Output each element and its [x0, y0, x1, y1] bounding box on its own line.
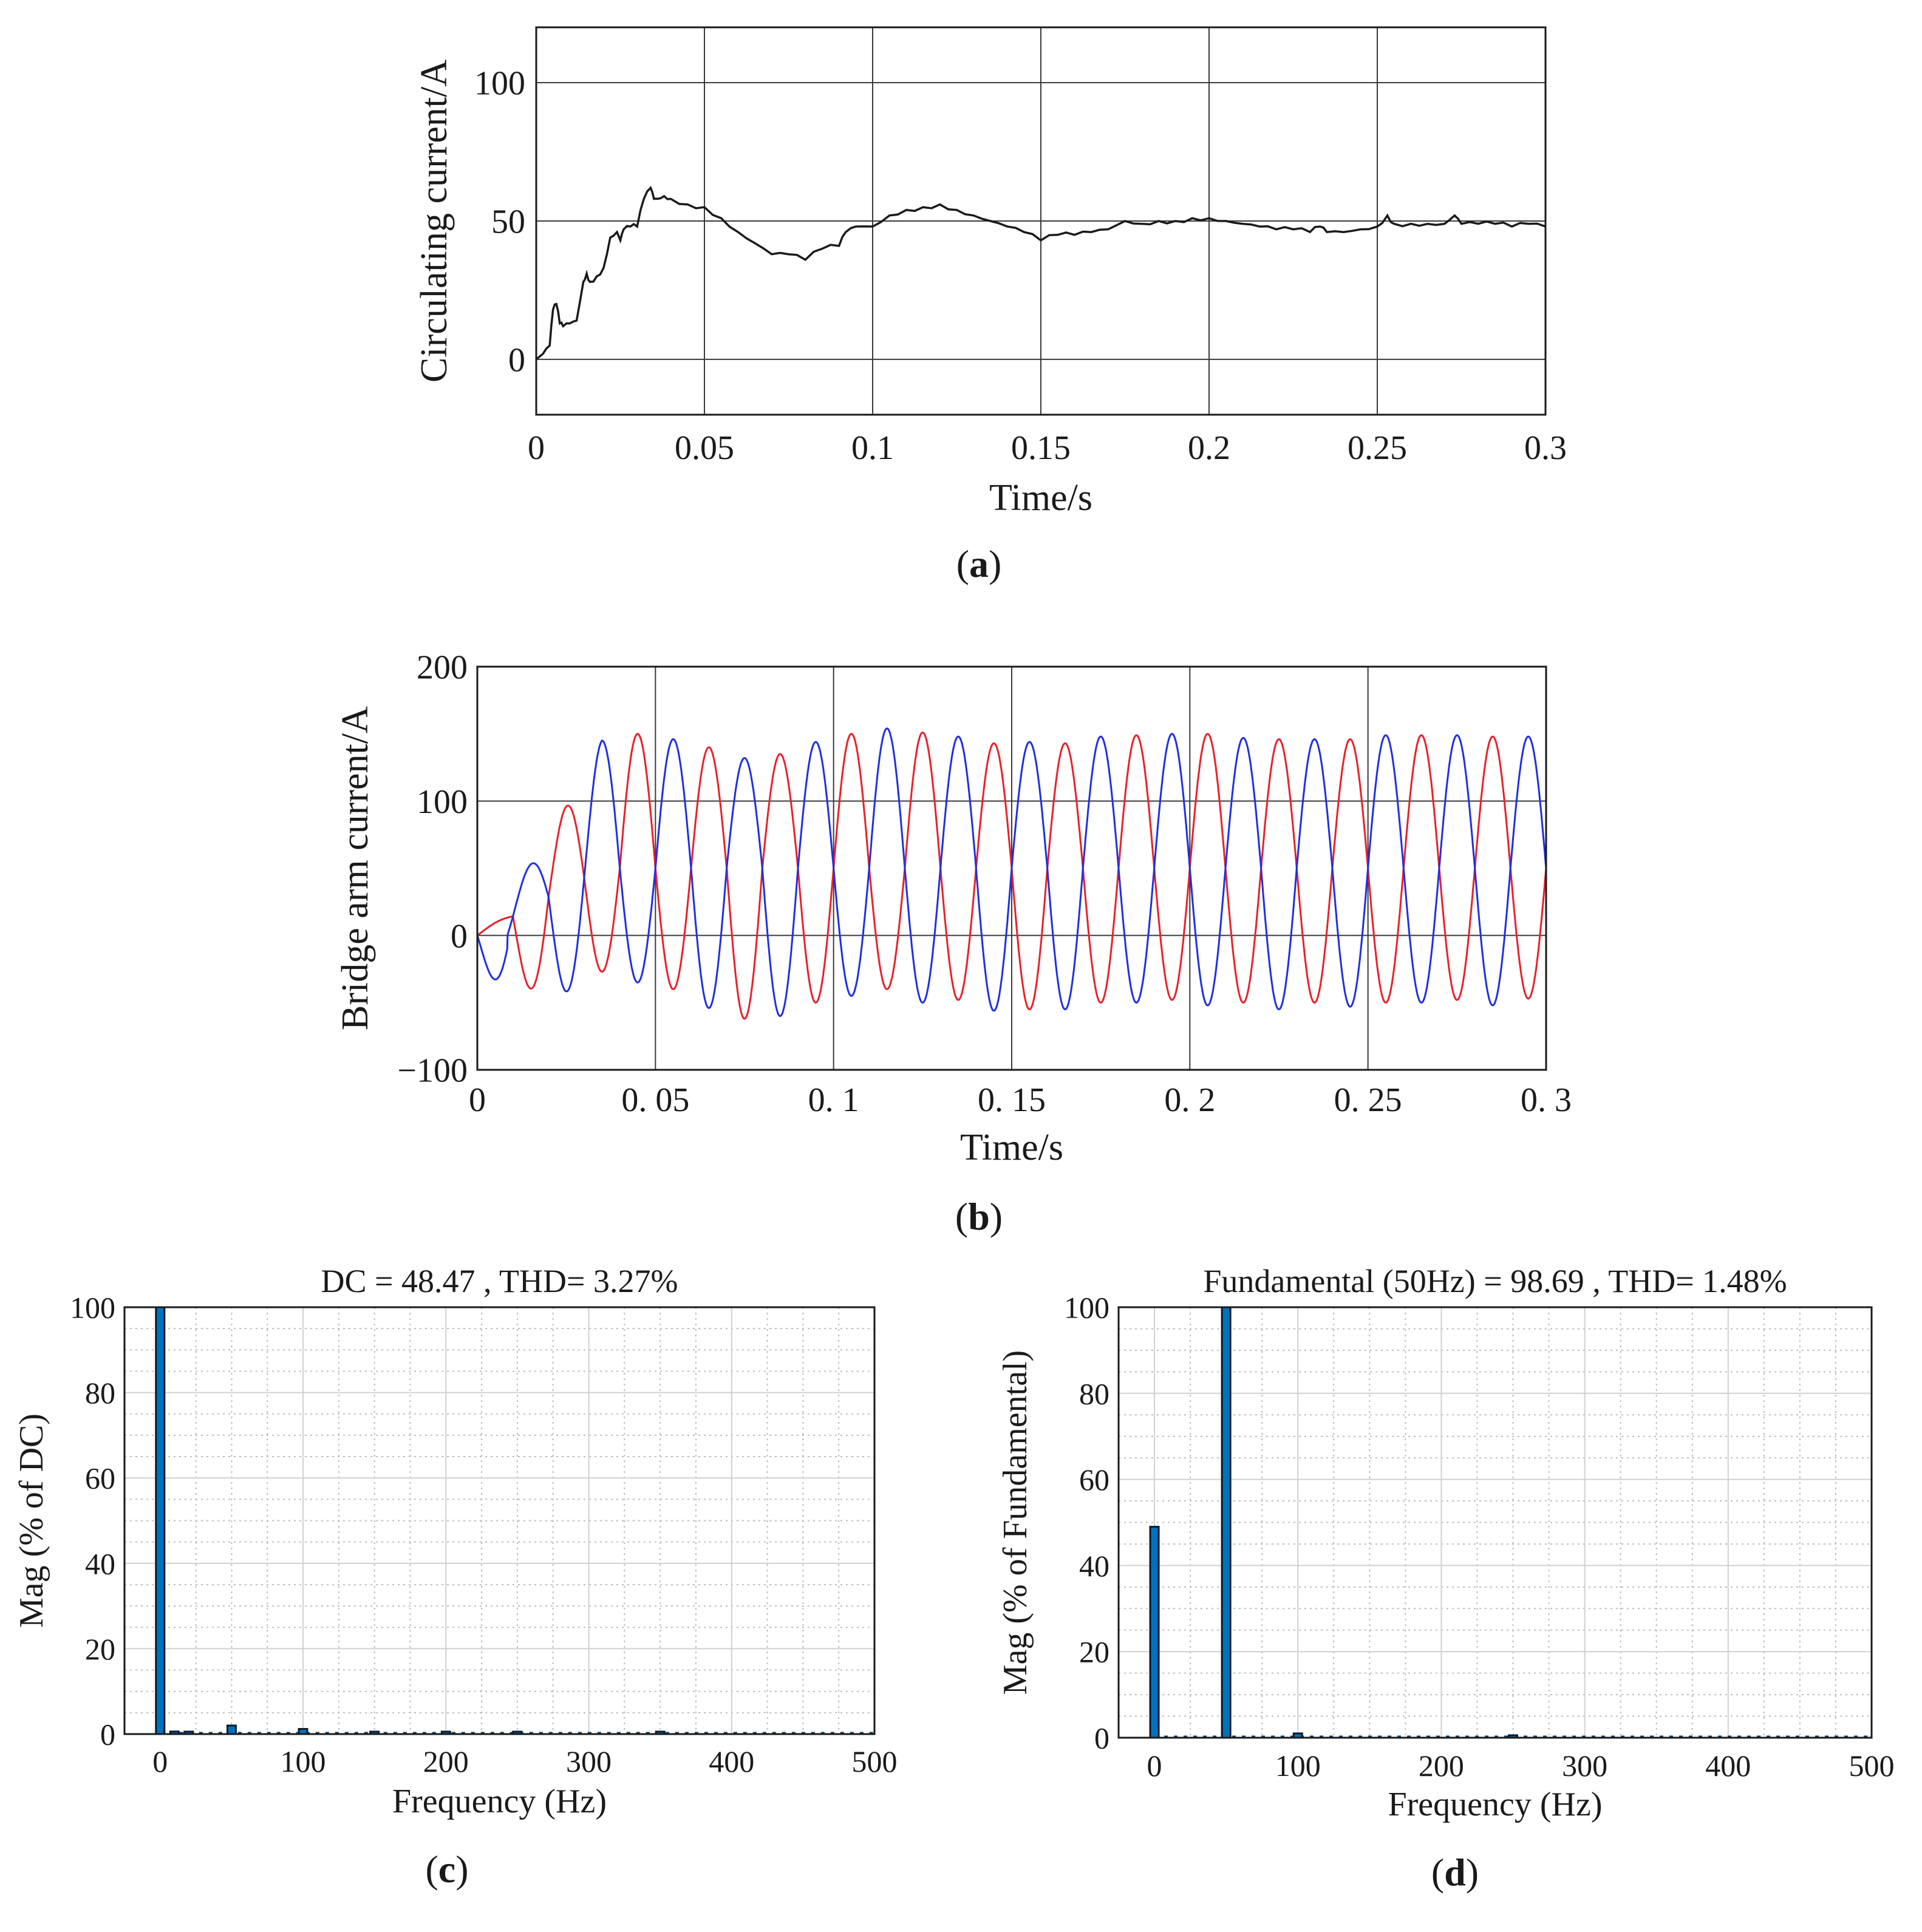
x-axis-label: Time/s	[960, 1127, 1063, 1168]
panel-c: 0 100 200 300 400 500 0 20 40 60 80 100 Frequency (H…	[13, 1263, 898, 1891]
y-tick-label: 80	[85, 1376, 115, 1410]
y-tick-label: 40	[85, 1546, 115, 1580]
caption-paren-open: (	[425, 1848, 438, 1891]
y-tick-label: 0	[451, 917, 468, 955]
y-tick-label: 0	[100, 1718, 115, 1752]
caption-paren-open: (	[956, 542, 969, 585]
x-tick-label: 0. 1	[808, 1081, 859, 1119]
y-tick-label: 80	[1079, 1376, 1109, 1410]
x-axis-label: Frequency (Hz)	[392, 1783, 607, 1820]
y-tick-label: 100	[1064, 1291, 1109, 1325]
chart-title: DC = 48.47 , THD= 3.27%	[321, 1263, 678, 1299]
panel-b: 0 0. 05 0. 1 0. 15 0. 2 0. 25 0. 3−1000100200T…	[335, 649, 1572, 1238]
x-tick-label: 0.05	[675, 429, 734, 467]
chart-title: Fundamental (50Hz) = 98.69 , THD= 1.48%	[1203, 1263, 1787, 1299]
panel-d: 0 100 200 300 400 500 0 20 40 60 80 100 Frequency (H…	[997, 1263, 1895, 1894]
x-tick-label: 0	[152, 1744, 168, 1778]
y-tick-label: 100	[70, 1291, 115, 1325]
y-tick-label: 40	[1079, 1549, 1109, 1583]
series-line-circulating-current	[536, 186, 1545, 361]
panel-caption: (c)	[425, 1848, 468, 1891]
plot-frame	[476, 665, 1547, 1071]
x-tick-label: 0. 05	[621, 1081, 689, 1119]
x-tick-label: 400	[709, 1744, 754, 1778]
x-tick-label: 0. 15	[978, 1081, 1046, 1119]
spectrum-bar	[1149, 1526, 1160, 1739]
x-tick-label: 0. 25	[1334, 1081, 1402, 1119]
y-tick-label: −100	[397, 1052, 468, 1090]
x-tick-label: 0	[469, 1081, 486, 1119]
y-axis-label: Mag (% of Fundamental)	[997, 1350, 1034, 1695]
x-tick-label: 0. 2	[1164, 1081, 1215, 1119]
x-tick-label: 0.3	[1524, 429, 1567, 467]
x-tick-label: 0.25	[1348, 429, 1407, 467]
spectrum-bar	[155, 1306, 166, 1735]
x-tick-label: 0	[1147, 1749, 1162, 1783]
y-tick-label: 20	[85, 1632, 115, 1666]
caption-paren-close: )	[1466, 1851, 1479, 1894]
x-tick-label: 100	[1275, 1749, 1321, 1783]
x-tick-label: 500	[1849, 1749, 1895, 1783]
caption-paren-close: )	[455, 1848, 468, 1891]
x-tick-label: 0	[528, 429, 545, 467]
y-tick-label: 60	[85, 1461, 115, 1495]
y-axis-label: Bridge arm current/A	[335, 706, 376, 1030]
caption-paren-close: )	[990, 1195, 1003, 1238]
x-tick-label: 400	[1705, 1749, 1751, 1783]
y-tick-label: 200	[417, 649, 468, 687]
caption-paren-open: (	[1431, 1851, 1444, 1894]
panel-caption: (a)	[956, 542, 1002, 585]
x-tick-label: 0.1	[851, 429, 894, 467]
x-tick-label: 300	[1562, 1749, 1607, 1783]
panel-caption: (d)	[1431, 1851, 1479, 1894]
y-tick-label: 60	[1079, 1463, 1109, 1497]
x-tick-label: 0. 3	[1521, 1081, 1572, 1119]
plot-frame	[535, 26, 1547, 416]
x-tick-label: 0.15	[1011, 429, 1071, 467]
x-axis-label: Frequency (Hz)	[1388, 1786, 1603, 1823]
x-tick-label: 500	[852, 1744, 898, 1778]
spectrum-bar	[226, 1724, 237, 1735]
plot-frame	[123, 1306, 876, 1735]
y-tick-label: 0	[1094, 1721, 1109, 1755]
spectrum-bar	[1221, 1306, 1232, 1739]
y-tick-label: 50	[491, 203, 525, 241]
plot-frame	[1117, 1306, 1873, 1739]
panel-caption: (b)	[955, 1195, 1003, 1238]
x-tick-label: 200	[423, 1744, 469, 1778]
caption-letter: a	[969, 542, 989, 585]
x-tick-label: 300	[566, 1744, 612, 1778]
x-axis-label: Time/s	[989, 477, 1092, 519]
x-tick-label: 100	[281, 1744, 326, 1778]
caption-letter: d	[1444, 1851, 1466, 1894]
caption-paren-close: )	[989, 542, 1001, 585]
x-tick-label: 200	[1419, 1749, 1464, 1783]
x-tick-label: 0.2	[1188, 429, 1230, 467]
caption-paren-open: (	[955, 1195, 968, 1238]
y-tick-label: 100	[474, 65, 525, 103]
series-line-lower-arm	[477, 727, 1546, 1018]
caption-letter: b	[968, 1195, 990, 1238]
caption-letter: c	[438, 1848, 455, 1891]
y-axis-label: Mag (% of DC)	[13, 1413, 50, 1628]
y-axis-label: Circulating current/A	[414, 60, 455, 383]
y-tick-label: 20	[1079, 1635, 1109, 1669]
panel-a: 0 0.05 0.1 0.15 0.2 0.25 0.3 0 50 100 Time/s Circul…	[414, 26, 1567, 585]
y-tick-label: 0	[508, 341, 525, 379]
y-tick-label: 100	[417, 783, 468, 821]
